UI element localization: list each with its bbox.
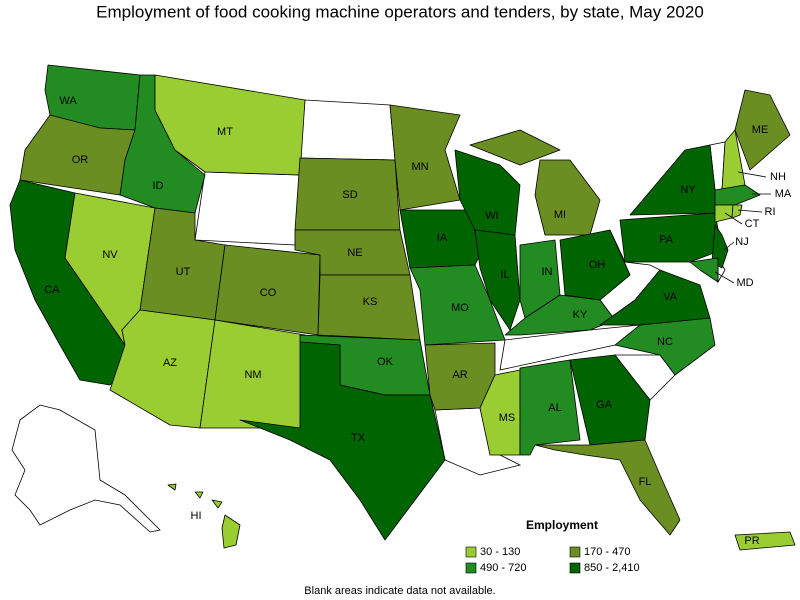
leader-line <box>737 171 767 178</box>
state-label: MT <box>217 126 233 138</box>
state <box>711 224 729 269</box>
state-label: MD <box>736 277 753 289</box>
state-label: OH <box>589 259 606 271</box>
leader-line <box>714 271 735 284</box>
state <box>689 257 719 283</box>
state-label: IL <box>500 269 509 281</box>
legend-swatch <box>569 562 581 574</box>
leader-line <box>724 212 743 225</box>
state-label: KS <box>363 296 378 308</box>
legend-label: 30 - 130 <box>480 546 520 558</box>
state-label: KY <box>573 309 588 321</box>
state-label: NM <box>244 369 261 381</box>
state <box>569 354 651 446</box>
state-label: AR <box>452 369 467 381</box>
state-label: NJ <box>735 236 748 248</box>
state-blank <box>194 171 301 246</box>
legend-label: 850 - 2,410 <box>584 562 640 574</box>
state-label: SD <box>342 189 357 201</box>
state-label: WA <box>59 95 77 107</box>
legend-swatch <box>465 562 477 574</box>
state-blank <box>11 404 161 533</box>
legend-swatch <box>465 546 477 558</box>
state-label: AZ <box>163 357 177 369</box>
state-label: OR <box>72 154 89 166</box>
state <box>714 184 761 206</box>
state-label: IN <box>542 266 553 278</box>
state-label: CA <box>44 284 60 296</box>
legend-label: 490 - 720 <box>480 562 526 574</box>
state-label: TX <box>351 432 366 444</box>
state <box>409 264 506 346</box>
state <box>731 204 743 219</box>
state-label: MA <box>775 188 792 200</box>
state-label: NH <box>770 171 786 183</box>
state <box>734 531 796 551</box>
state-label: MI <box>554 209 566 221</box>
state <box>154 74 306 176</box>
state-label: ME <box>752 124 769 136</box>
states: WA OR CA NV ID MT UT AZ CO NM SD NE KS OK TX MN IA MO AR WI… <box>9 64 796 551</box>
state-label: CO <box>260 287 277 299</box>
state-label: PA <box>659 234 674 246</box>
state-label: GA <box>596 399 613 411</box>
state <box>534 439 681 536</box>
leader-line <box>737 209 763 213</box>
state <box>109 309 216 429</box>
state <box>479 369 521 456</box>
state-label: NY <box>680 184 696 196</box>
leader-line <box>723 241 735 251</box>
footnote: Blank areas indicate data not available. <box>304 585 495 597</box>
state-label: MN <box>411 161 428 173</box>
state-label: AL <box>548 402 561 414</box>
state <box>239 341 446 541</box>
state <box>559 229 631 301</box>
state <box>389 104 461 211</box>
state-label: PR <box>744 535 759 547</box>
legend-swatch <box>569 546 581 558</box>
title: Employment of food cooking machine opera… <box>96 2 704 21</box>
state <box>504 294 616 336</box>
legend-title: Employment <box>526 518 598 532</box>
state-label: RI <box>765 206 776 218</box>
state-label: OK <box>377 356 394 368</box>
state-label: NV <box>102 249 118 261</box>
state-label: CT <box>745 218 760 230</box>
state <box>714 204 734 223</box>
state <box>619 212 723 263</box>
state-label: IA <box>437 232 448 244</box>
state-label: UT <box>176 266 191 278</box>
state <box>399 209 481 269</box>
state-label: NE <box>347 247 362 259</box>
state <box>474 229 521 331</box>
state-label: FL <box>639 476 652 488</box>
state <box>599 269 711 326</box>
state <box>734 89 791 171</box>
state <box>167 483 241 549</box>
blank-states <box>11 99 726 533</box>
state-blank <box>299 99 396 161</box>
state-label: NC <box>657 336 673 348</box>
state-label: WI <box>485 210 498 222</box>
state-label: MO <box>451 302 469 314</box>
legend: Employment 30 - 130 170 - 470 490 - 720 850… <box>465 518 640 574</box>
legend-label: 170 - 470 <box>584 546 630 558</box>
state-label: MS <box>499 412 516 424</box>
state-label: HI <box>191 510 202 522</box>
state <box>629 144 721 216</box>
state-label: ID <box>153 180 164 192</box>
state-label: VA <box>663 291 678 303</box>
